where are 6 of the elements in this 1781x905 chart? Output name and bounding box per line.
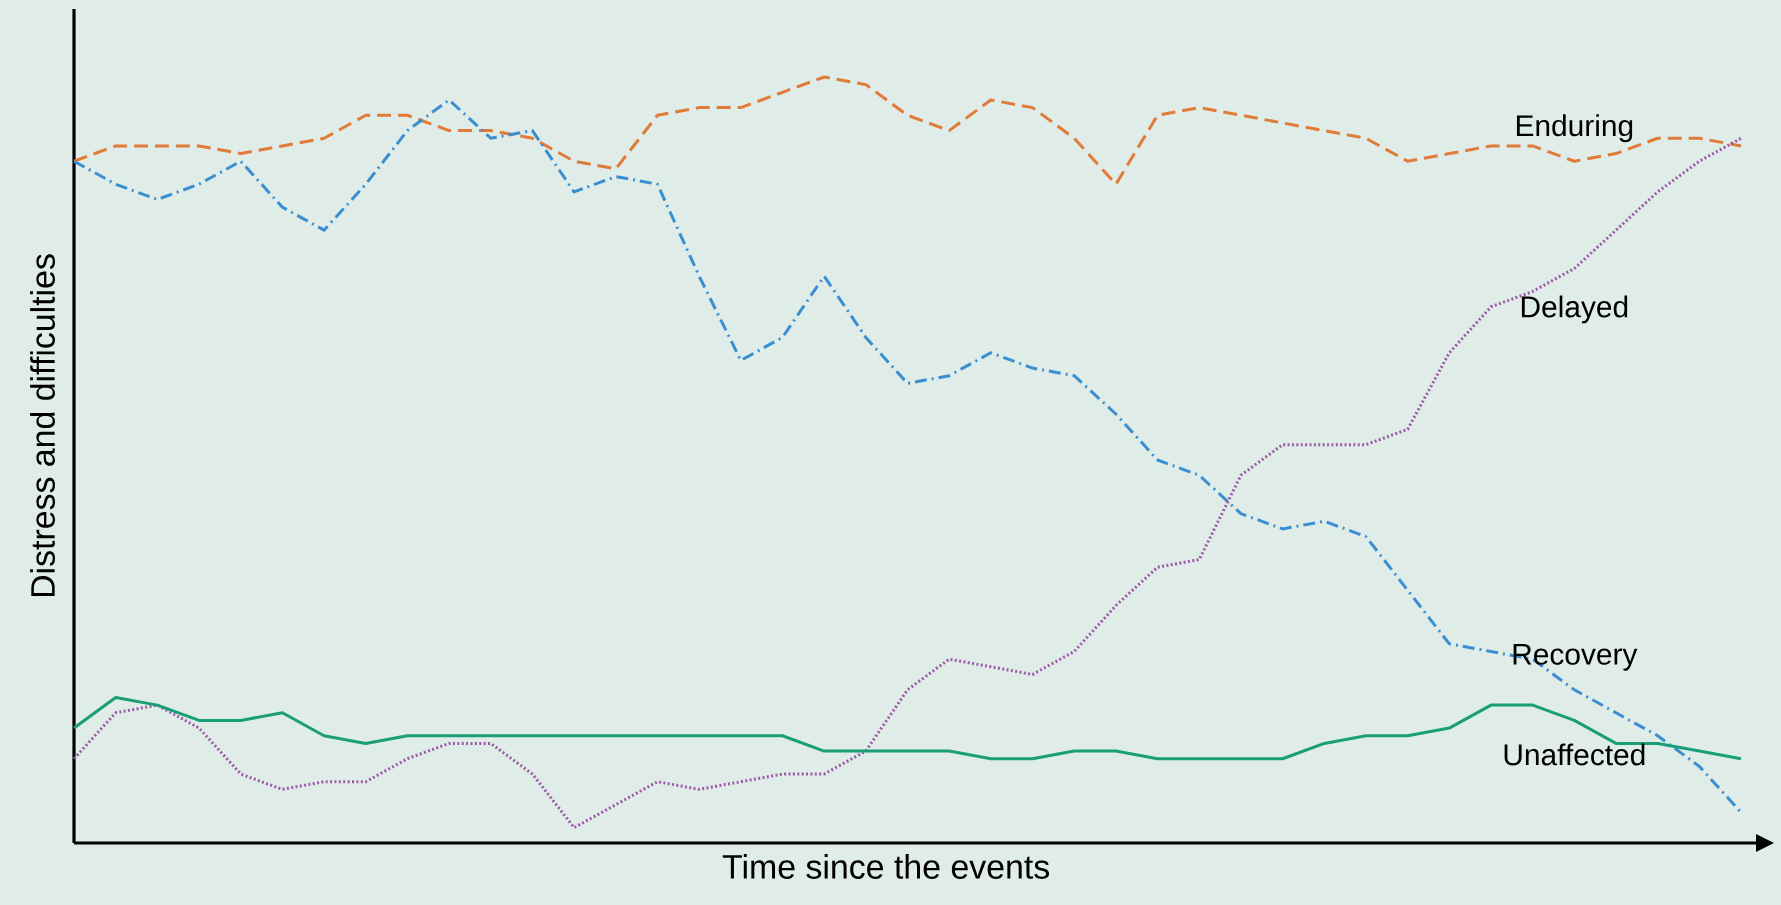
series-label: Delayed [1521,295,1628,324]
x-axis-title: Time since the events [722,854,1050,879]
series-label: Unaffected [1504,743,1645,766]
series-label: Recovery [1513,643,1638,671]
y-axis-title: Distress and difficulties [30,254,55,597]
series-label: Enduring [1516,114,1633,143]
